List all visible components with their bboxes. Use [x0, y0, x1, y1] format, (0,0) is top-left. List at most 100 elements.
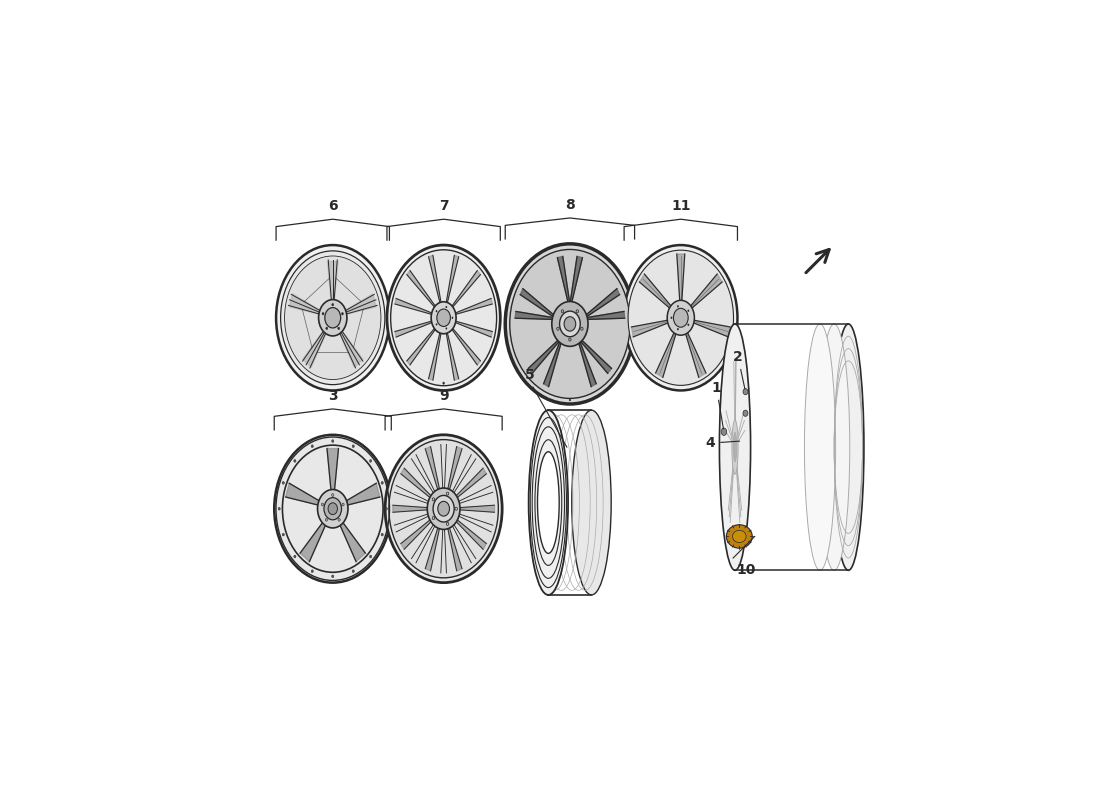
- Ellipse shape: [324, 498, 341, 520]
- Ellipse shape: [381, 533, 383, 536]
- Polygon shape: [407, 270, 436, 308]
- Polygon shape: [515, 311, 558, 319]
- Ellipse shape: [452, 317, 453, 319]
- Polygon shape: [676, 254, 685, 302]
- Ellipse shape: [742, 389, 748, 394]
- Polygon shape: [570, 257, 582, 308]
- Polygon shape: [685, 331, 706, 378]
- Ellipse shape: [432, 498, 434, 501]
- Ellipse shape: [294, 459, 296, 462]
- Ellipse shape: [804, 324, 836, 570]
- Ellipse shape: [274, 435, 392, 582]
- Ellipse shape: [332, 303, 333, 306]
- Ellipse shape: [283, 482, 285, 484]
- Ellipse shape: [318, 490, 348, 528]
- Ellipse shape: [676, 305, 679, 307]
- Text: 6: 6: [328, 199, 338, 213]
- Ellipse shape: [505, 244, 635, 404]
- Ellipse shape: [438, 502, 450, 516]
- Polygon shape: [447, 255, 459, 304]
- Polygon shape: [400, 518, 433, 550]
- Text: 4: 4: [705, 436, 739, 450]
- Polygon shape: [327, 449, 339, 491]
- Ellipse shape: [818, 324, 850, 570]
- Ellipse shape: [509, 250, 630, 398]
- Ellipse shape: [446, 327, 448, 330]
- Ellipse shape: [326, 518, 328, 521]
- Polygon shape: [426, 524, 440, 571]
- Polygon shape: [339, 330, 363, 367]
- Polygon shape: [447, 332, 459, 380]
- Polygon shape: [582, 311, 625, 319]
- Ellipse shape: [560, 311, 581, 337]
- Ellipse shape: [341, 313, 343, 315]
- Ellipse shape: [342, 503, 344, 506]
- Polygon shape: [578, 337, 612, 374]
- Text: 7: 7: [439, 199, 449, 213]
- Ellipse shape: [733, 530, 746, 542]
- Text: 10: 10: [736, 563, 756, 577]
- Ellipse shape: [285, 256, 381, 379]
- Text: 3: 3: [328, 389, 338, 402]
- Ellipse shape: [390, 250, 496, 386]
- Ellipse shape: [436, 323, 438, 326]
- Polygon shape: [656, 331, 676, 378]
- Ellipse shape: [321, 503, 323, 506]
- Ellipse shape: [529, 410, 568, 595]
- Text: 1: 1: [712, 381, 724, 429]
- Text: 11: 11: [671, 199, 691, 213]
- Polygon shape: [300, 522, 326, 562]
- Ellipse shape: [442, 382, 444, 385]
- Ellipse shape: [552, 302, 589, 346]
- Ellipse shape: [280, 251, 385, 385]
- Ellipse shape: [331, 440, 334, 442]
- Polygon shape: [429, 332, 441, 380]
- Polygon shape: [429, 255, 441, 304]
- Ellipse shape: [676, 328, 679, 330]
- Polygon shape: [690, 274, 722, 309]
- Ellipse shape: [387, 245, 500, 390]
- Ellipse shape: [370, 555, 372, 558]
- Polygon shape: [344, 294, 376, 314]
- Ellipse shape: [688, 324, 690, 326]
- Ellipse shape: [331, 494, 334, 497]
- Polygon shape: [520, 289, 558, 319]
- Text: 8: 8: [565, 198, 575, 212]
- Ellipse shape: [294, 555, 296, 558]
- Ellipse shape: [431, 302, 456, 334]
- Polygon shape: [582, 289, 619, 319]
- Ellipse shape: [455, 507, 458, 510]
- Ellipse shape: [719, 324, 750, 570]
- Ellipse shape: [427, 488, 460, 530]
- Polygon shape: [456, 505, 495, 512]
- Text: 5: 5: [525, 369, 535, 382]
- Ellipse shape: [564, 317, 575, 331]
- Ellipse shape: [722, 428, 727, 435]
- Ellipse shape: [833, 324, 864, 570]
- Polygon shape: [639, 274, 672, 309]
- Ellipse shape: [338, 327, 340, 330]
- Ellipse shape: [283, 533, 285, 536]
- Polygon shape: [393, 505, 431, 512]
- Ellipse shape: [370, 459, 372, 462]
- Polygon shape: [328, 262, 338, 302]
- Ellipse shape: [732, 420, 738, 474]
- Polygon shape: [528, 337, 563, 374]
- Ellipse shape: [576, 310, 579, 313]
- Ellipse shape: [734, 432, 737, 462]
- Polygon shape: [340, 522, 365, 562]
- Ellipse shape: [278, 507, 280, 510]
- Ellipse shape: [673, 308, 689, 327]
- Polygon shape: [693, 320, 730, 337]
- Text: 2: 2: [733, 350, 745, 389]
- Polygon shape: [578, 337, 596, 386]
- Ellipse shape: [311, 445, 313, 448]
- Ellipse shape: [624, 245, 737, 390]
- Ellipse shape: [433, 495, 454, 522]
- Polygon shape: [453, 518, 486, 550]
- Ellipse shape: [352, 445, 354, 448]
- Ellipse shape: [742, 410, 748, 416]
- Ellipse shape: [432, 517, 434, 520]
- Ellipse shape: [338, 518, 340, 521]
- Ellipse shape: [447, 492, 449, 495]
